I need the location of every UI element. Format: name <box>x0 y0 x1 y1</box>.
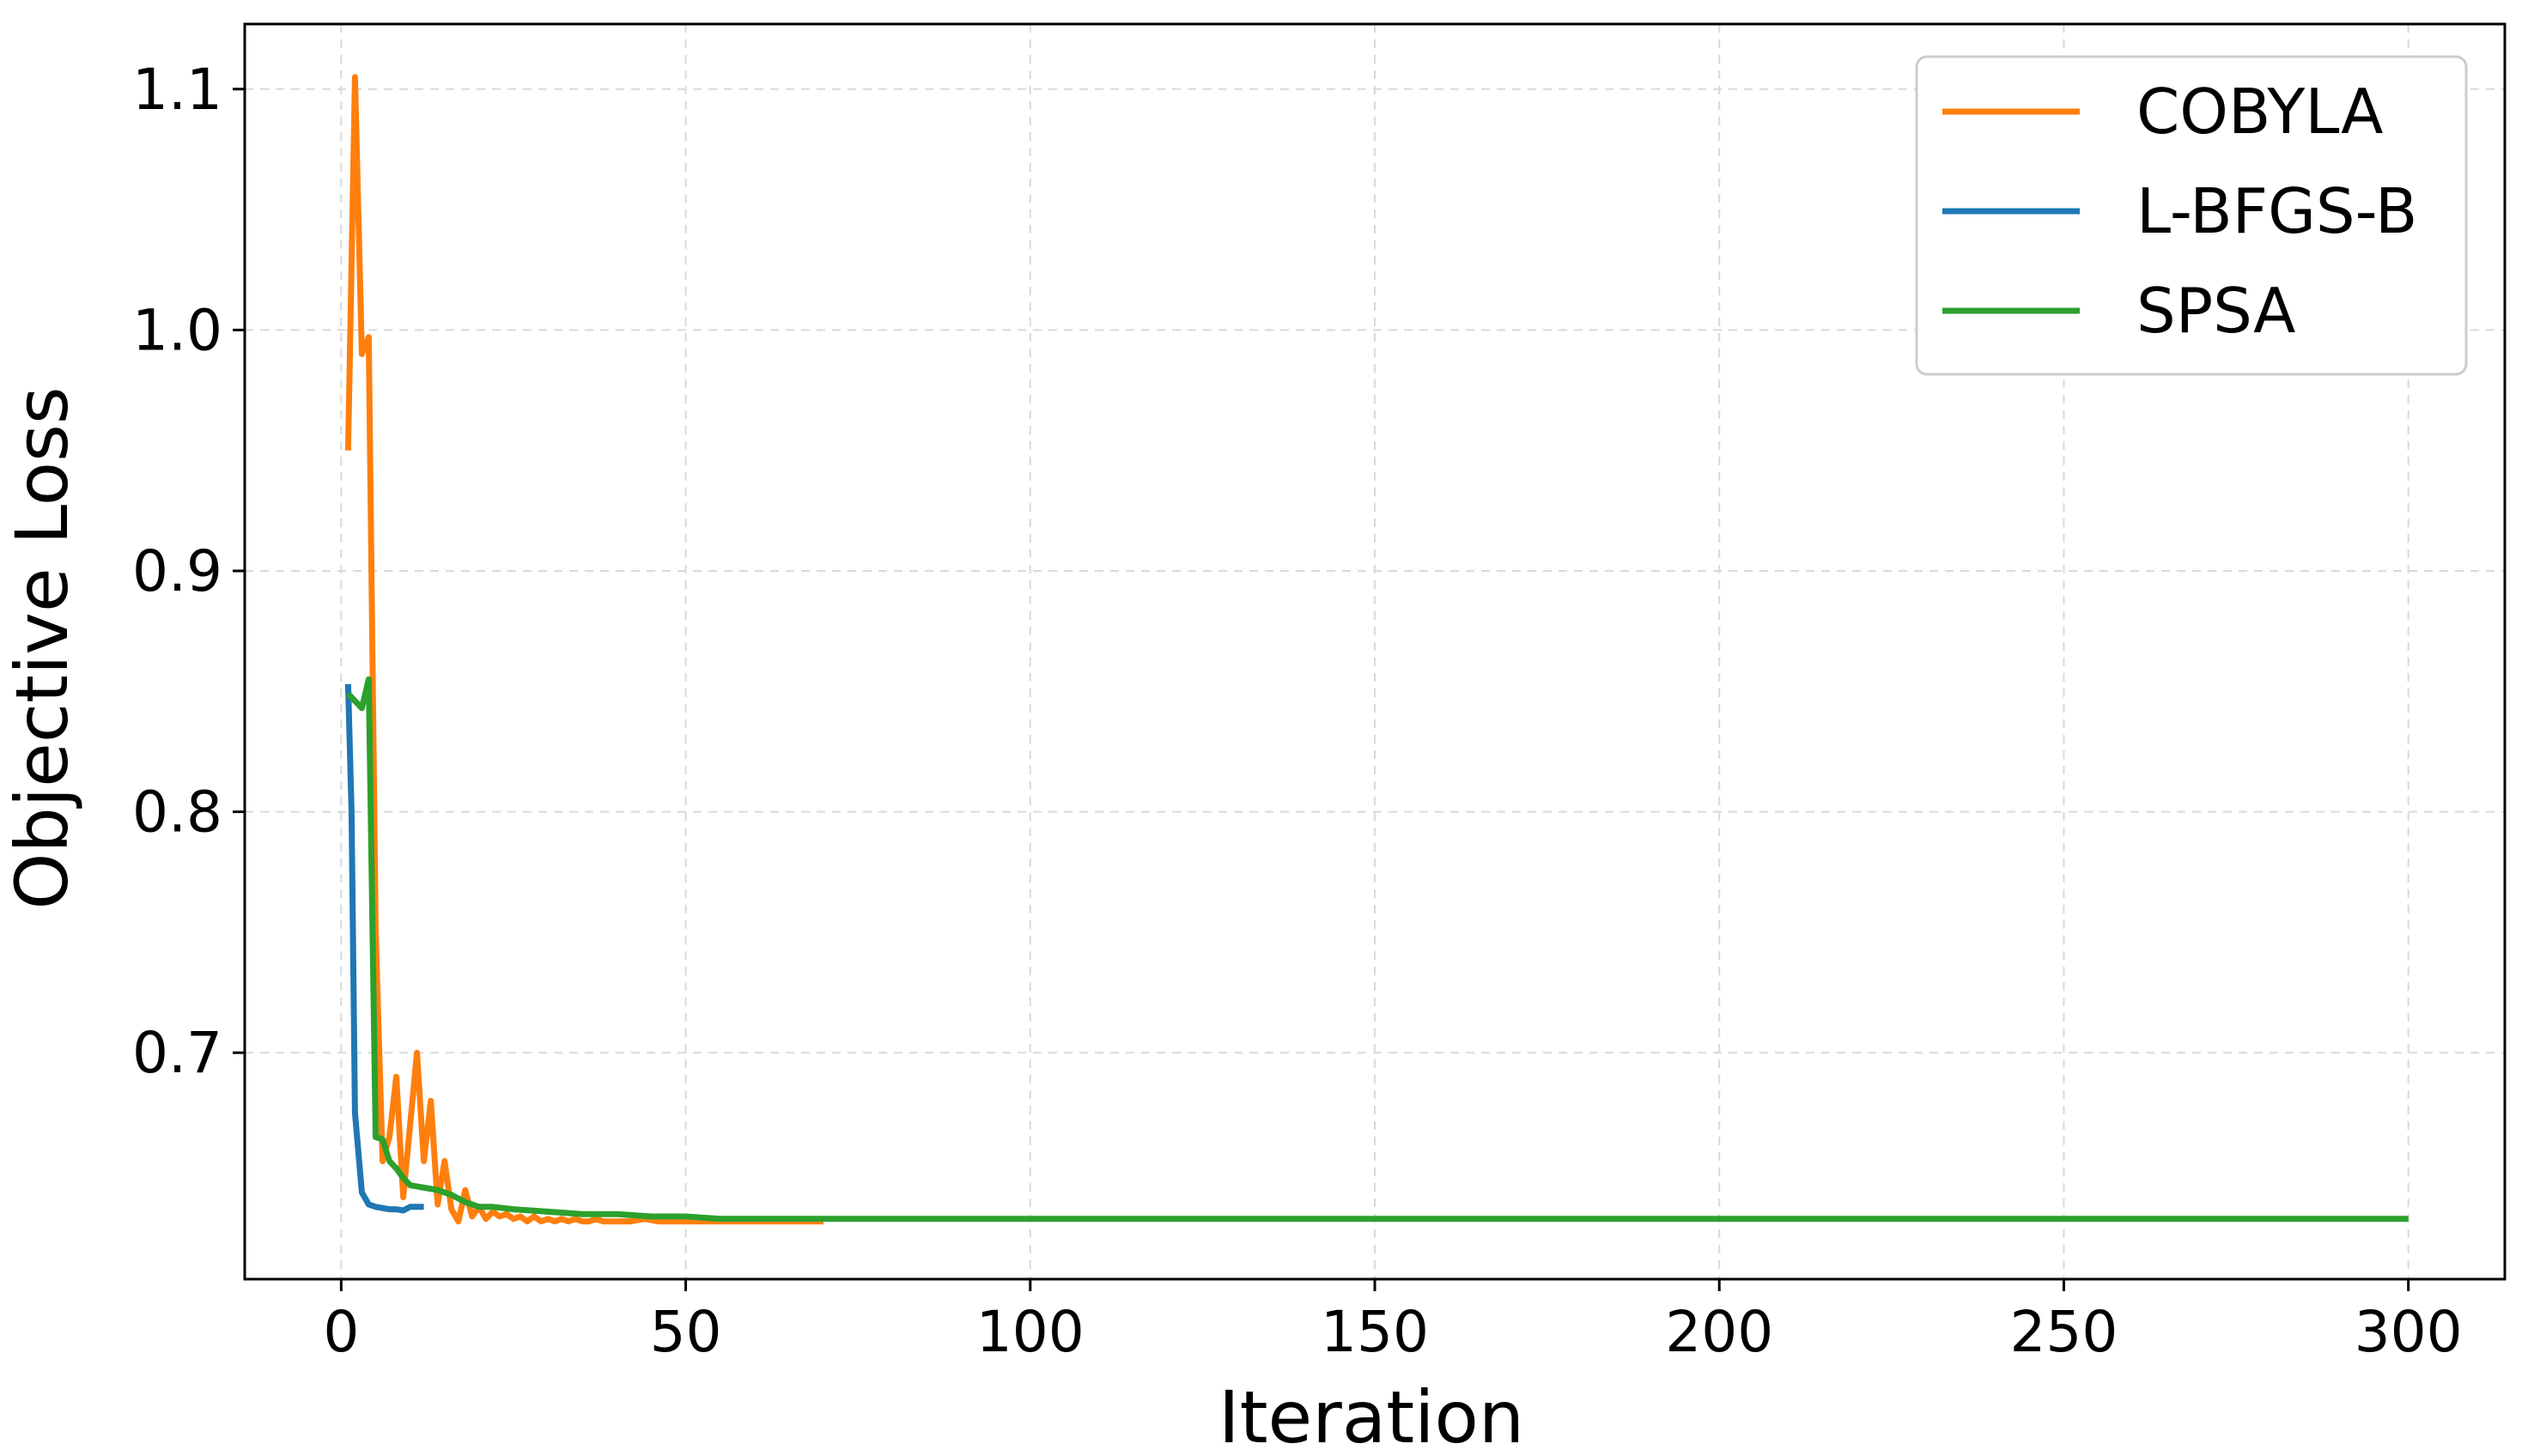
y-tick-label: 1.1 <box>132 57 222 123</box>
x-tick-label: 200 <box>1665 1299 1773 1365</box>
y-tick-label: 0.7 <box>132 1020 222 1086</box>
legend-label-cobyla: COBYLA <box>2136 76 2383 148</box>
x-tick-label: 50 <box>650 1299 722 1365</box>
legend-box <box>1915 55 2468 376</box>
x-tick-label: 100 <box>976 1299 1085 1365</box>
series-line-spsa <box>345 676 2409 1222</box>
legend-label-lbfgsb: L-BFGS-B <box>2136 175 2417 247</box>
legend-label-spsa: SPSA <box>2136 275 2295 347</box>
y-tick-label: 0.8 <box>132 780 222 846</box>
series-line-l-bfgs-b <box>344 683 424 1214</box>
legend: COBYLA L-BFGS-B SPSA <box>1915 55 2468 376</box>
y-tick-label: 0.9 <box>132 538 222 604</box>
x-axis-label: Iteration <box>1218 1375 1524 1456</box>
y-axis-label: Objective Loss <box>0 386 84 909</box>
y-tick-label: 1.0 <box>132 297 222 363</box>
x-tick-label: 300 <box>2355 1299 2463 1365</box>
x-tick-label: 150 <box>1321 1299 1429 1365</box>
axis-ticks: 0 50 100 150 200 250 300 0.7 0.8 0.9 1.0 1.1 <box>132 57 2463 1365</box>
x-tick-label: 250 <box>2009 1299 2118 1365</box>
series-line-cobyla <box>344 74 823 1225</box>
series-lines <box>344 74 2409 1225</box>
x-tick-label: 0 <box>323 1299 359 1365</box>
